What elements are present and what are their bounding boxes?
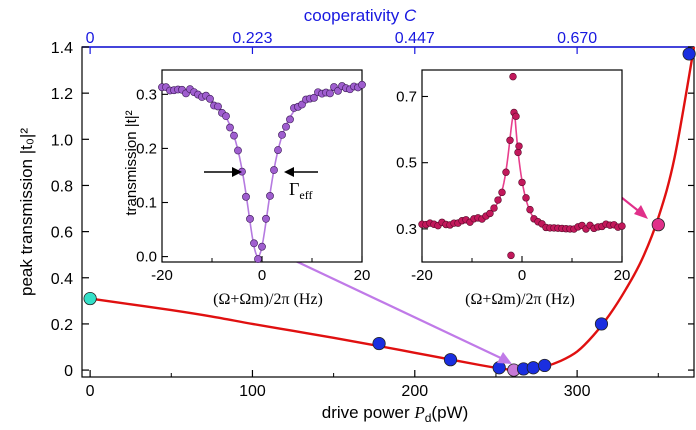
inset-point <box>486 209 494 218</box>
inset-point <box>226 123 234 132</box>
x-tick-label: 100 <box>239 383 266 400</box>
inset-x-tick-label: 20 <box>354 267 371 284</box>
top-tick-label: 0.447 <box>395 30 435 47</box>
inset-y-tick-label: 0.3 <box>136 86 157 103</box>
inset-y-tick-label: 0.3 <box>396 221 417 238</box>
data-point <box>443 353 458 367</box>
right-inset-ticks: -20 0 20 0.3 0.5 0.7 <box>396 88 630 284</box>
inset-y-tick-label: 0.1 <box>136 195 157 212</box>
inset-point <box>258 242 266 251</box>
top-axis-title: cooperativity C <box>304 6 417 25</box>
inset-point <box>230 131 238 140</box>
inset-point <box>266 192 274 200</box>
y-tick-label: 1.2 <box>51 86 73 103</box>
y-axis-title: peak transmission |t₀|² <box>17 128 36 296</box>
inset-point <box>518 178 526 187</box>
inset-point <box>310 93 318 102</box>
inset-point <box>222 112 230 121</box>
inset-point <box>509 72 517 81</box>
data-point <box>526 361 540 375</box>
data-point <box>372 336 386 351</box>
top-tick-label: 0 <box>86 30 95 47</box>
inset-point <box>522 194 530 202</box>
x-axis-title: drive power Pd(pW) <box>322 403 469 425</box>
inset-point <box>506 136 514 144</box>
right-inset-arrowhead <box>634 205 648 219</box>
inset-point <box>270 166 278 174</box>
right-inset: -20 0 20 0.3 0.5 0.7 (Ω+Ωm)/2π (Hz) <box>396 69 630 308</box>
inset-x-tick-label: 0 <box>258 267 266 284</box>
data-point <box>682 47 696 61</box>
gamma-arrowhead-left <box>232 167 242 177</box>
x-tick-label: 0 <box>86 383 95 400</box>
x-tick-label: 200 <box>401 383 428 400</box>
data-point <box>83 291 97 306</box>
inset-y-tick-label: 0.2 <box>136 140 157 157</box>
left-inset-arrowhead <box>497 352 512 364</box>
y-tick-label: 1.4 <box>51 40 73 57</box>
gamma-eff-label: Γeff <box>289 179 313 202</box>
inset-point <box>246 215 254 223</box>
inset-point <box>234 146 242 155</box>
inset-point <box>507 251 515 260</box>
inset-point <box>502 168 510 176</box>
inset-point <box>618 222 626 230</box>
inset-point <box>286 115 294 124</box>
inset-point <box>526 205 534 214</box>
left-inset-x-title: (Ω+Ωm)/2π (Hz) <box>213 291 323 308</box>
left-inset-y-title: transmission |t|² <box>123 110 140 215</box>
right-inset-points <box>418 72 626 260</box>
y-tick-label: 1.0 <box>51 132 73 149</box>
inset-y-tick-label: 0.5 <box>396 155 417 172</box>
inset-x-tick-label: 0 <box>518 267 526 284</box>
inset-point <box>262 214 270 223</box>
right-inset-background <box>422 70 622 262</box>
inset-point <box>326 89 334 98</box>
y-tick-label: 0.8 <box>51 178 73 195</box>
inset-y-tick-label: 0.0 <box>136 249 157 266</box>
y-tick-label: 0.2 <box>51 317 73 334</box>
data-point <box>538 358 552 373</box>
left-inset-ticks: -20 0 20 0.0 0.1 0.2 0.3 <box>136 86 370 284</box>
inset-point <box>514 148 522 157</box>
inset-point <box>494 196 502 204</box>
inset-point <box>250 239 258 248</box>
inset-point <box>498 188 506 197</box>
inset-point <box>274 146 282 154</box>
data-point <box>594 317 609 331</box>
top-tick-label: 0.670 <box>557 30 597 47</box>
left-inset-background <box>162 70 362 262</box>
data-point <box>651 218 665 232</box>
right-inset-x-title: (Ω+Ωm)/2π (Hz) <box>465 291 575 308</box>
inset-point <box>214 102 222 111</box>
inset-x-tick-label: -20 <box>151 267 173 284</box>
top-tick-label: 0.223 <box>232 30 272 47</box>
left-inset-arrow <box>267 247 506 361</box>
x-tick-label: 300 <box>564 383 591 400</box>
inset-point <box>206 94 214 103</box>
gamma-arrowhead-right <box>284 167 294 177</box>
inset-point <box>242 192 250 201</box>
inset-point <box>278 131 286 139</box>
inset-x-tick-label: 20 <box>614 267 631 284</box>
inset-point <box>358 80 366 89</box>
y-tick-label: 0.4 <box>51 271 73 288</box>
left-inset: -20 0 20 0.0 0.1 0.2 0.3 transmission |t|² (Ω+… <box>123 69 370 308</box>
inset-point <box>512 112 520 121</box>
y-tick-label: 0 <box>64 363 73 380</box>
inset-point <box>254 255 262 263</box>
y-tick-label: 0.6 <box>51 225 73 242</box>
left-inset-points <box>158 80 366 263</box>
inset-y-tick-label: 0.7 <box>396 88 417 105</box>
inset-point <box>490 204 498 212</box>
inset-x-tick-label: -20 <box>411 267 433 284</box>
inset-point <box>515 142 523 150</box>
main-data-points <box>83 47 696 377</box>
inset-point <box>282 122 290 131</box>
